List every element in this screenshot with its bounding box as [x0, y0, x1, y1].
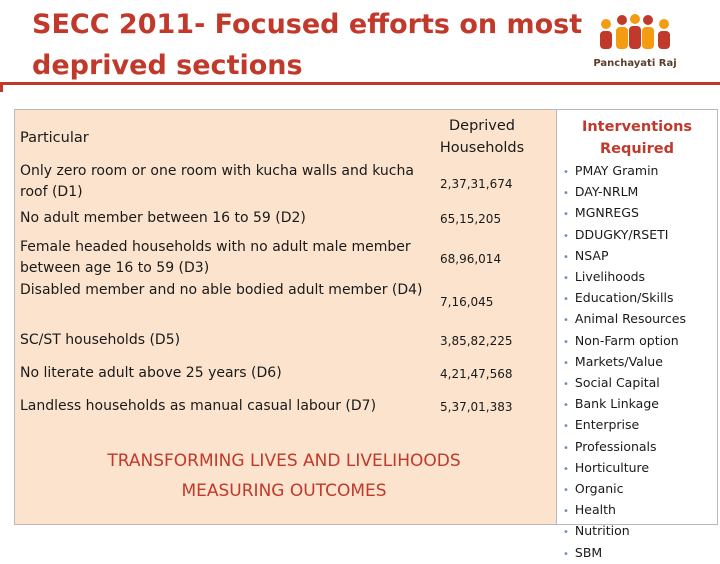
intervention-label: Livelihoods — [574, 269, 646, 285]
header-particular: Particular — [20, 130, 89, 146]
intervention-label: Education/Skills — [574, 290, 674, 306]
bullet-icon: • — [563, 315, 569, 327]
intervention-item: • NSAP — [563, 246, 686, 267]
title-underline — [0, 82, 720, 85]
intervention-label: Professionals — [574, 438, 657, 454]
intervention-label: Health — [574, 502, 616, 518]
intervention-item: • Professionals — [563, 437, 686, 458]
title-underline-tick — [0, 82, 3, 92]
row-households: 2,37,31,674 — [440, 177, 513, 191]
row-households: 65,15,205 — [440, 212, 502, 226]
slide-title: SECC 2011- Focused efforts on most depri… — [32, 9, 583, 81]
row-particular: Female headed households with no adult m… — [20, 239, 411, 276]
bullet-icon: • — [563, 379, 569, 391]
bullet-icon: • — [563, 294, 569, 306]
row-households: 68,96,014 — [440, 252, 502, 266]
row-households: 7,16,045 — [440, 295, 494, 309]
row-particular: Disabled member and no able bodied adult… — [20, 282, 423, 298]
bullet-icon: • — [563, 485, 569, 497]
intervention-label: Organic — [574, 481, 624, 497]
header-households: Deprived Households — [439, 118, 525, 156]
intervention-label: SBM — [574, 544, 603, 560]
bullet-icon: • — [563, 421, 569, 433]
people-circle-icon — [600, 14, 670, 49]
intervention-label: Non-Farm option — [574, 332, 679, 348]
bullet-icon: • — [563, 273, 569, 285]
intervention-label: Social Capital — [574, 375, 660, 391]
row-households: 4,21,47,568 — [440, 367, 513, 381]
interventions-panel: Interventions Required • PMAY Gramin • DAY-… — [556, 109, 718, 560]
banner-line-2: MEASURING OUTCOMES — [181, 481, 387, 501]
bullet-icon: • — [563, 251, 569, 263]
intervention-label: Enterprise — [574, 417, 640, 433]
intervention-label: Nutrition — [574, 523, 630, 539]
intervention-label: Markets/Value — [574, 353, 663, 369]
intervention-item: • Nutrition — [563, 521, 686, 542]
row-households: 3,85,82,225 — [440, 334, 513, 348]
deprivation-panel — [14, 109, 558, 525]
panchayati-raj-logo: Panchayati Raj — [586, 14, 684, 74]
bullet-icon: • — [563, 463, 569, 475]
intervention-item: • Horticulture — [563, 458, 686, 479]
bullet-icon: • — [563, 188, 569, 200]
bullet-icon: • — [563, 167, 569, 178]
intervention-label: PMAY Gramin — [574, 163, 659, 178]
bullet-icon: • — [563, 527, 569, 539]
intervention-item: • DDUGKY/RSETI — [563, 225, 686, 246]
intervention-item: • Non-Farm option — [563, 331, 686, 352]
bullet-icon: • — [563, 357, 569, 369]
interventions-list: • PMAY Gramin • DAY-NRLM • MGNREGS • DDUGKY/RSE… — [563, 161, 686, 564]
intervention-label: Horticulture — [574, 459, 650, 475]
intervention-label: Bank Linkage — [574, 396, 659, 412]
intervention-item: • Bank Linkage — [563, 394, 686, 415]
bullet-icon: • — [563, 506, 569, 518]
row-particular: Landless households as manual casual lab… — [20, 398, 377, 414]
intervention-item: • Health — [563, 500, 686, 521]
row-households: 5,37,01,383 — [440, 400, 513, 414]
bullet-icon: • — [563, 400, 569, 412]
row-particular: Only zero room or one room with kucha wa… — [20, 163, 414, 200]
banner-line-1: TRANSFORMING LIVES AND LIVELIHOODS — [107, 451, 461, 471]
intervention-item: • Organic — [563, 479, 686, 500]
intervention-item: • DAY-NRLM — [563, 182, 686, 203]
intervention-label: MGNREGS — [574, 205, 639, 221]
row-particular: SC/ST households (D5) — [20, 332, 181, 348]
row-particular: No adult member between 16 to 59 (D2) — [20, 210, 306, 226]
interventions-header: Interventions Required — [581, 119, 693, 157]
intervention-item: • MGNREGS — [563, 203, 686, 224]
intervention-item: • Social Capital — [563, 373, 686, 394]
bullet-icon: • — [563, 336, 569, 348]
bullet-icon: • — [563, 230, 569, 242]
logo-text: Panchayati Raj — [593, 58, 677, 69]
intervention-label: Animal Resources — [574, 311, 686, 327]
bullet-icon: • — [563, 209, 569, 221]
intervention-item: • PMAY Gramin — [563, 161, 686, 182]
outcomes-banner: TRANSFORMING LIVES AND LIVELIHOODS MEASU… — [62, 446, 506, 506]
intervention-label: DDUGKY/RSETI — [574, 226, 669, 242]
intervention-item: • Livelihoods — [563, 267, 686, 288]
intervention-item: • SBM — [563, 543, 686, 564]
intervention-item: • Education/Skills — [563, 288, 686, 309]
intervention-label: NSAP — [574, 247, 609, 263]
bullet-icon: • — [563, 548, 569, 560]
intervention-item: • Markets/Value — [563, 352, 686, 373]
row-particular: No literate adult above 25 years (D6) — [20, 365, 282, 381]
intervention-item: • Animal Resources — [563, 309, 686, 330]
intervention-item: • Enterprise — [563, 415, 686, 436]
bullet-icon: • — [563, 442, 569, 454]
intervention-label: DAY-NRLM — [574, 184, 639, 200]
